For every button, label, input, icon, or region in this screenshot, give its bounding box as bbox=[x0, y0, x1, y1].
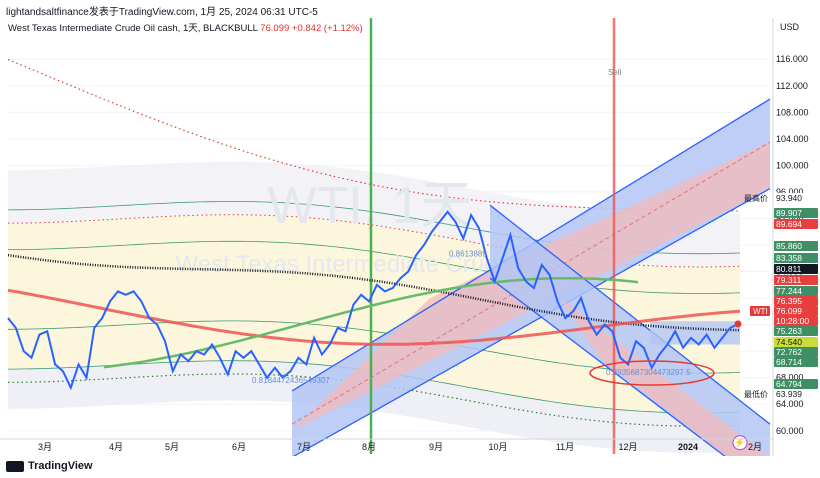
price-tag-bg bbox=[774, 347, 818, 357]
price-tag-value: 89.907 bbox=[776, 208, 802, 218]
band-line-0 bbox=[7, 240, 741, 294]
y-tick-label: 112.000 bbox=[776, 81, 808, 91]
symbol-tag: WTI bbox=[753, 307, 768, 316]
x-tick-label: 11月 bbox=[556, 442, 574, 452]
price-tag-value: 74.540 bbox=[776, 337, 802, 347]
x-tick-label: 6月 bbox=[232, 442, 246, 452]
y-tick-label: 100.000 bbox=[776, 160, 809, 170]
price-tag-bg bbox=[774, 208, 818, 218]
x-tick-label: 3月 bbox=[38, 442, 52, 452]
x-tick-label: 12月 bbox=[618, 442, 637, 452]
tradingview-logo-icon bbox=[6, 460, 24, 472]
price-tag-bg bbox=[774, 357, 818, 367]
y-tick-label: 92.000 bbox=[776, 213, 804, 223]
y-tick-label: 64.000 bbox=[776, 399, 804, 409]
publish-header: lightandsaltfinance发表于TradingView.com, 1… bbox=[0, 0, 820, 18]
price-tag-value: 79.311 bbox=[776, 275, 802, 285]
price-tag-value: 85.860 bbox=[776, 241, 802, 251]
price-tag-caption: 最高价 bbox=[744, 193, 768, 203]
black-moving-average bbox=[7, 253, 741, 332]
currency-label: USD bbox=[780, 22, 800, 32]
x-tick-label: 7月 bbox=[297, 442, 311, 452]
x-tick-label: 5月 bbox=[165, 442, 179, 452]
price-tag-value: 93.940 bbox=[776, 193, 802, 203]
price-tag-value: 76.395 bbox=[776, 296, 802, 306]
price-tag-bg bbox=[774, 286, 818, 296]
falling-channel-top bbox=[489, 204, 771, 425]
green-moving-average bbox=[103, 276, 639, 369]
lightning-icon: ⚡ bbox=[734, 437, 745, 449]
publish-info: lightandsaltfinance发表于TradingView.com, 1… bbox=[6, 7, 318, 18]
price-change: +0.842 (+1.12%) bbox=[291, 23, 363, 34]
price-tag-bg bbox=[774, 241, 818, 251]
price-tag-bg bbox=[774, 337, 818, 347]
x-tick-label: 4月 bbox=[109, 442, 123, 452]
symbol-tag-bg bbox=[750, 306, 770, 316]
price-tag-bg bbox=[774, 193, 818, 203]
price-tag-bg bbox=[774, 316, 818, 326]
upper-envelope-line bbox=[7, 58, 741, 212]
price-tag-value: 72.762 bbox=[776, 347, 802, 357]
brand-name: TradingView bbox=[28, 460, 93, 472]
footer-bar: TradingView bbox=[0, 456, 820, 478]
x-tick-label: 10月 bbox=[488, 442, 507, 452]
lower-envelope-line bbox=[7, 373, 741, 427]
price-tag-bg bbox=[774, 219, 818, 229]
x-tick-label: 2月 bbox=[748, 442, 762, 452]
tradingview-logo[interactable]: TradingView bbox=[6, 460, 93, 472]
last-price-dot bbox=[734, 320, 742, 328]
y-tick-label: 60.000 bbox=[776, 426, 804, 436]
price-tag-bg bbox=[774, 326, 818, 336]
range-box bbox=[650, 321, 740, 345]
y-tick-label: 116.000 bbox=[776, 54, 808, 64]
fib-label-3: 0.8935687304473297 5 bbox=[606, 368, 691, 377]
fib-label-2: 0.8613889 bbox=[449, 249, 487, 258]
price-tag-value: 83.358 bbox=[776, 253, 802, 263]
price-tag-value: 10:28:00 bbox=[776, 316, 809, 326]
price-tag-bg bbox=[774, 253, 818, 263]
last-price: 76.099 bbox=[260, 23, 290, 34]
price-tag-value: 64.794 bbox=[776, 379, 802, 389]
fib-label-1: 0.8184472436549307 bbox=[252, 376, 330, 385]
price-line bbox=[7, 210, 739, 391]
price-tag-value: 80.811 bbox=[776, 264, 802, 274]
chart-legend: West Texas Intermediate Crude Oil cash, … bbox=[8, 20, 363, 34]
price-tag-bg bbox=[774, 264, 818, 274]
upper-dotted-line bbox=[8, 214, 741, 268]
price-tag-value: 63.939 bbox=[776, 389, 802, 399]
y-tick-label: 108.000 bbox=[776, 107, 809, 117]
price-tag-bg bbox=[774, 296, 818, 306]
price-tag-bg bbox=[774, 379, 818, 389]
highlight-ellipse bbox=[589, 360, 715, 386]
x-tick-label: 9月 bbox=[429, 442, 443, 452]
y-tick-label: 68.000 bbox=[776, 373, 804, 383]
chart-area[interactable]: WTI, 1天 West Texas Intermediate Crude Oil… bbox=[0, 18, 820, 478]
x-tick-label: 2024 bbox=[678, 442, 698, 452]
price-tag-value: 68.714 bbox=[776, 357, 802, 367]
symbol-name: West Texas Intermediate Crude Oil cash, … bbox=[8, 23, 258, 34]
y-tick-label: 96.000 bbox=[776, 187, 804, 197]
y-tick-label: 104.000 bbox=[776, 134, 809, 144]
red-moving-average bbox=[7, 288, 741, 346]
price-tag-bg bbox=[774, 306, 818, 316]
x-tick-label: 8月 bbox=[362, 442, 376, 452]
price-tag-value: 89.694 bbox=[776, 219, 802, 229]
price-tag-bg bbox=[774, 275, 818, 285]
falling-channel-pink bbox=[560, 298, 770, 478]
sell-label: Sell bbox=[608, 68, 622, 77]
price-tag-value: 75.263 bbox=[776, 326, 802, 336]
price-tag-caption: 最低价 bbox=[744, 389, 768, 399]
price-tag-bg bbox=[774, 389, 818, 399]
price-tag-value: 76.099 bbox=[776, 306, 802, 316]
price-tag-value: 77.244 bbox=[776, 286, 802, 296]
